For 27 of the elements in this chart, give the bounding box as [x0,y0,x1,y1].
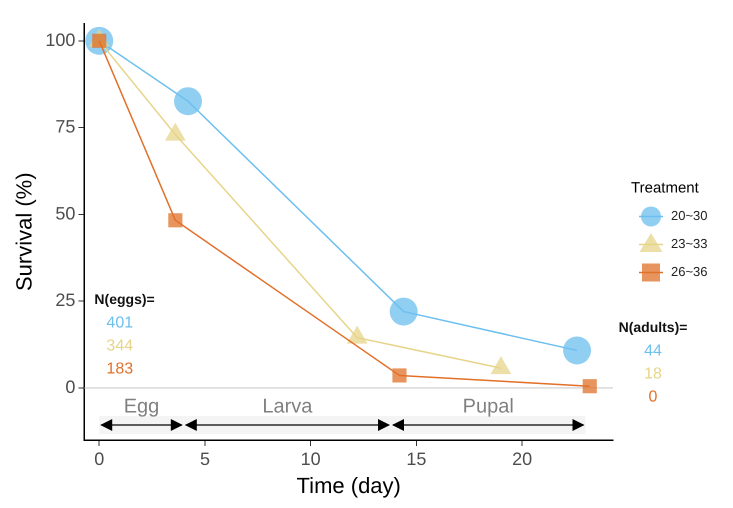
legend-label: 20~30 [671,208,708,224]
x-tick-label: 20 [512,448,532,469]
y-tick-label: 25 [55,290,76,310]
legend-title: Treatment [631,180,700,197]
legend-label: 26~36 [671,264,708,280]
y-axis-title: Survival (%) [11,172,36,292]
legend-label: 23~33 [671,236,708,252]
band-label: Pupal [462,396,514,418]
y-tick-label: 0 [65,376,76,397]
text: N(adults)= [618,318,688,335]
text: 44 [644,342,662,360]
annotation: N(eggs)= [94,290,155,307]
x-axis-title: Time (day) [296,472,401,498]
text: 18 [644,365,662,382]
annotation: 401 [106,314,134,332]
x-tick-label: 15 [406,448,426,469]
y-tick-label: 100 [45,30,76,50]
x-tick-label: 10 [300,448,321,469]
annotation: 183 [106,360,134,378]
band-label: Egg [124,396,160,418]
y-tick-label: 50 [55,203,76,224]
x-tick-label: 5 [200,448,210,469]
band-label: Larva [262,396,314,418]
text: 0 [648,388,658,406]
annotation: 344 [106,337,134,354]
x-tick-label: 0 [94,448,104,469]
y-tick-label: 75 [55,116,76,137]
